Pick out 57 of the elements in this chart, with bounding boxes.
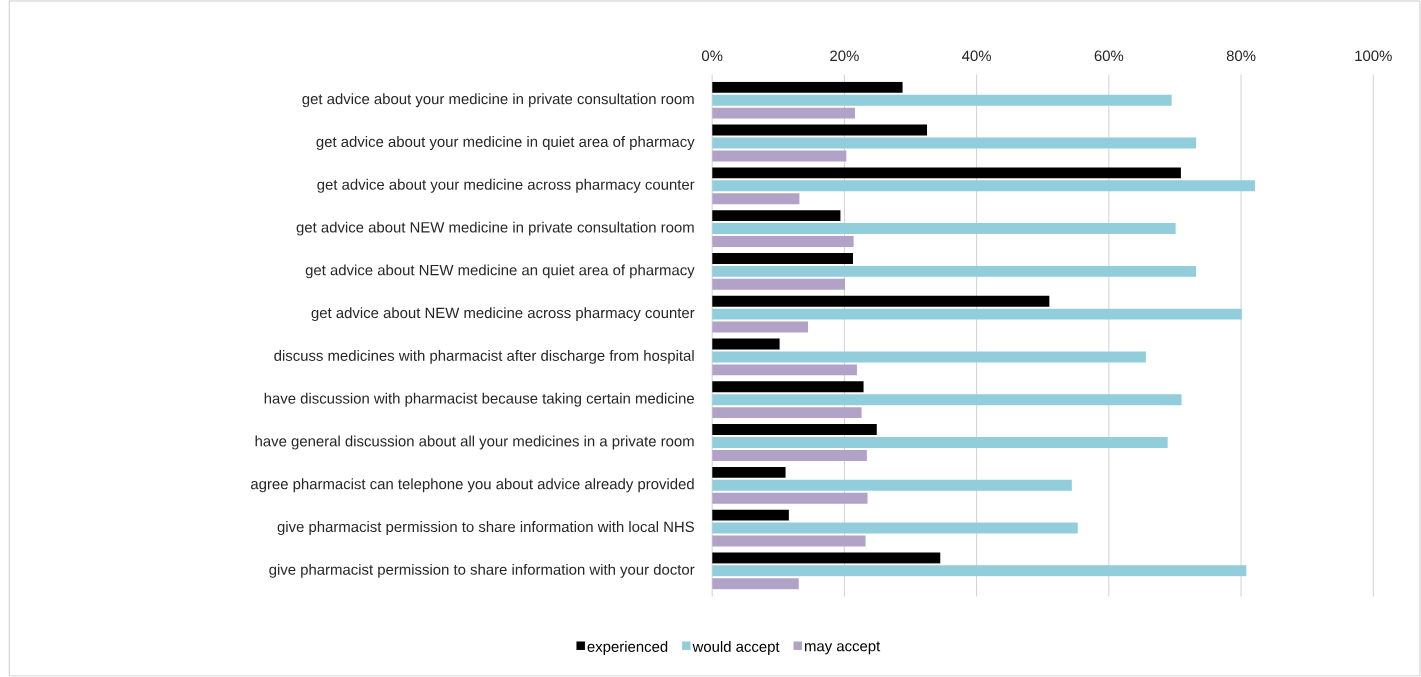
y-tick-label: agree pharmacist can telephone you about advice already provided [251,478,694,493]
y-tick-label: give pharmacist permission to share information with your doctor [269,563,695,578]
bar [712,265,1197,277]
y-tick-label: discuss medicines with pharmacist after discharge from hospital [274,349,694,364]
bar [712,522,1078,534]
bar [712,180,1255,192]
bar [712,137,1197,149]
bar [712,381,864,393]
bar [712,124,928,136]
x-tick-label: 40% [962,50,991,62]
bar [712,479,1072,491]
bar [712,565,1247,577]
bar [712,210,841,222]
bar [712,193,800,205]
bar [712,107,855,119]
bar [712,252,853,264]
y-tick-label: get advice about your medicine in quiet area of pharmacy [316,136,695,150]
bar [712,167,1181,179]
legend-label: may accept [804,641,881,655]
bar [712,449,867,461]
legend-label: would accept [692,640,780,655]
bar [712,351,1146,363]
bar [712,394,1182,406]
bar [712,338,780,350]
y-tick-label: get advice about NEW medicine an quiet area of pharmacy [305,264,695,279]
bar [712,295,1050,307]
y-tick-label: get advice about NEW medicine across pharmacy counter [311,307,695,322]
bar [712,94,1172,106]
legend-label: experienced [587,640,668,655]
bar [712,466,786,478]
x-tick-label: 20% [830,50,859,62]
bar [712,223,1176,235]
bar [712,321,809,333]
bar [712,437,1168,448]
bar [712,535,866,547]
bar [712,552,941,564]
x-tick-label: 60% [1094,50,1124,62]
y-tick-label: give pharmacist permission to share information with local NHS [277,521,694,535]
bar [712,150,847,162]
bar [712,364,857,376]
bar [712,236,854,247]
bar [712,407,862,419]
y-tick-label: get advice about your medicine in private consultation room [302,93,694,108]
y-tick-label: have discussion with pharmacist because taking certain medicine [264,392,694,407]
bar [712,308,1242,320]
y-tick-label: have general discussion about all your medicines in a private room [255,435,694,450]
x-tick-label: 80% [1226,50,1256,62]
bar [712,509,789,521]
bar [712,278,846,290]
bar [712,578,799,590]
x-tick-label: 100% [1355,50,1392,62]
y-tick-label: get advice about your medicine across pharmacy counter [317,178,695,193]
x-tick-label: 0% [701,50,723,62]
y-tick-label: get advice about NEW medicine in private consultation room [296,221,694,236]
bar [712,492,868,504]
bar [712,424,877,436]
bar [712,81,903,93]
